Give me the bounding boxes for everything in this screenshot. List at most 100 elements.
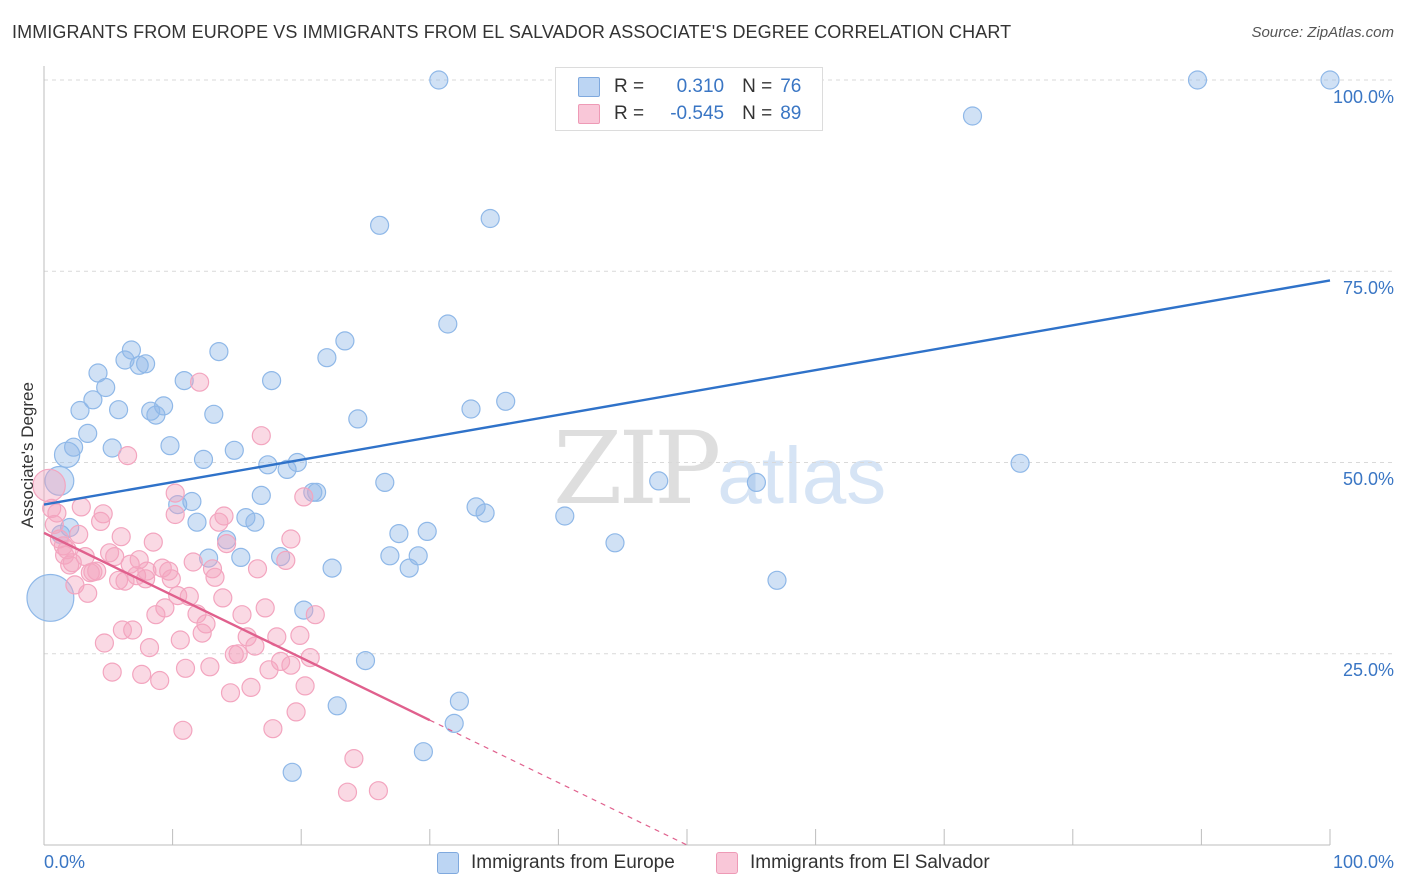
trend-layer [43,279,1331,846]
legend-item-salvador[interactable]: Immigrants from El Salvador [716,852,990,874]
legend-label-europe: Immigrants from Europe [471,852,675,873]
salvador-point [276,550,296,571]
salvador-point [32,468,66,503]
europe-point [245,512,265,532]
salvador-point [112,620,133,640]
salvador-trendline [43,531,431,722]
salvador-point [175,658,196,678]
europe-point [1010,453,1030,473]
europe-point [413,742,433,762]
salvador-point [108,570,129,590]
europe-point [129,355,149,375]
grid-layer [44,79,1395,655]
salvador-point [165,504,185,525]
salvador-point [170,630,190,650]
salvador-point [120,554,140,574]
europe-point [102,438,122,458]
europe-point [193,449,214,469]
europe-point [348,409,368,429]
europe-point [1187,70,1208,90]
salvador-point [161,569,181,589]
x-tick-label-100: 100.0% [1332,852,1394,872]
legend-n-value: 76 [780,76,802,97]
salvador-point [159,561,179,581]
salvador-point [150,670,170,691]
salvador-point [220,683,241,703]
salvador-point [137,561,157,581]
y-tick-label-75: 75.0% [1342,278,1394,298]
salvador-point [337,782,358,802]
europe-point [496,391,516,411]
salvador-point [294,487,314,507]
salvador-point [173,720,193,740]
europe-point [461,399,481,419]
europe-point [154,396,174,416]
salvador-point [111,527,131,547]
salvador-point [129,550,149,570]
legend-swatch-europe [578,77,600,97]
europe-point [767,570,787,590]
salvador-point [228,644,248,664]
salvador-point [368,781,388,801]
europe-point [480,208,500,229]
legend-swatch-salvador [716,852,738,874]
salvador-point [78,583,98,603]
europe-point [605,533,625,553]
salvador-point [165,483,185,503]
salvador-point [139,637,160,658]
europe-point [236,507,256,528]
salvador-point [123,620,143,640]
europe-point [70,400,90,421]
europe-point [449,691,469,711]
europe-point [271,546,291,567]
europe-point [355,650,376,671]
salvador-point [71,497,91,517]
salvador-point [247,559,268,579]
salvador-point [209,512,229,532]
europe-point [307,482,327,502]
legend-r-label: R = [614,103,645,124]
y-tick-label-100: 100.0% [1332,87,1394,107]
europe-point [1320,70,1340,90]
salvador-point [200,657,220,677]
salvador-point [286,702,306,722]
legend-item-europe[interactable]: Immigrants from Europe [437,852,675,874]
europe-point [375,472,395,492]
legend-swatch-salvador [578,104,600,124]
salvador-point [132,664,152,685]
europe-point [438,314,458,334]
salvador-point [281,529,301,549]
europe-point [121,340,141,360]
y-tick-label-25: 25.0% [1342,660,1394,680]
x-tick-label-0: 0.0% [44,852,86,872]
salvador-point [143,532,163,552]
salvador-point [99,543,120,563]
salvador-point [213,588,233,608]
europe-point [408,546,428,566]
salvador-point [305,605,325,625]
europe-point [115,350,135,370]
salvador-point [102,662,122,682]
europe-point [136,354,156,374]
salvador-point [205,567,225,587]
salvador-point [290,625,310,646]
salvador-point [271,651,291,672]
legend-r-value: -0.545 [670,103,725,124]
salvador-point [245,636,265,656]
y-axis-label: Associate's Degree [18,382,37,528]
salvador-point [87,561,107,581]
salvador-point [214,506,234,526]
salvador-trendline-extension [429,719,688,846]
salvador-point [117,446,138,466]
salvador-point [295,676,315,696]
europe-point [335,331,355,351]
europe-point [26,573,75,622]
europe-point [174,371,194,391]
europe-point [277,459,297,479]
europe-point [317,348,337,368]
europe-point [199,548,219,568]
europe-point [63,437,84,457]
europe-point [294,600,314,620]
salvador-point [255,598,275,618]
